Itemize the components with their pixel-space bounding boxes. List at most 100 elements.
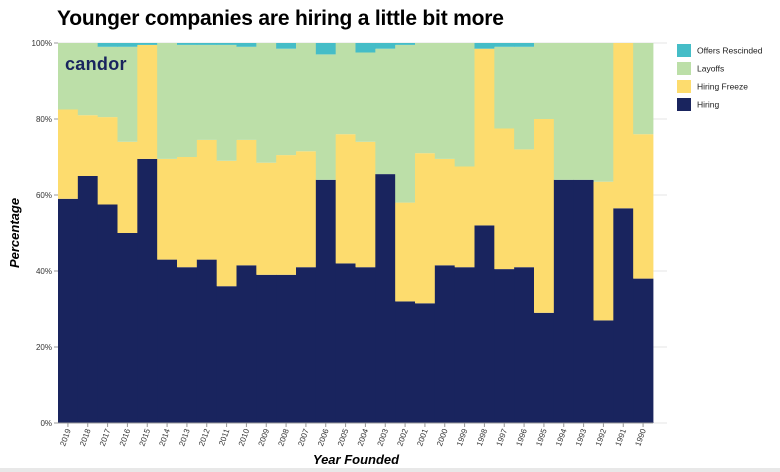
x-tick-label: 2009 [257,427,272,447]
y-tick-label: 20% [36,343,52,352]
x-tick-label: 1991 [614,427,629,447]
bar-hiring-freeze-1997 [494,128,515,270]
x-tick-label: 2004 [356,427,371,447]
bar-offers-rescinded-2010 [236,43,257,47]
bar-hiring-freeze-1999 [454,166,475,268]
bar-hiring-freeze-2005 [335,134,356,264]
legend-swatch-layoffs [677,62,691,75]
bar-layoffs-1996 [514,46,535,150]
y-tick-label: 60% [36,191,52,200]
x-tick-label: 1995 [534,427,549,447]
bar-layoffs-1994 [553,43,575,180]
bar-hiring-freeze-2019 [58,109,79,199]
bar-hiring-freeze-2016 [117,141,138,233]
bar-hiring-1992 [593,320,614,423]
x-tick-label: 2007 [296,427,311,447]
bar-hiring-freeze-2000 [434,158,456,266]
legend-swatch-hiring-freeze [677,80,691,93]
x-tick-label: 2014 [157,427,172,447]
y-tick-label: 0% [40,419,52,428]
bar-hiring-freeze-1990 [633,134,654,279]
x-tick-label: 2018 [78,427,93,447]
x-tick-label: 2015 [138,427,153,447]
x-tick-label: 1997 [495,427,510,447]
bar-hiring-2008 [276,274,297,423]
bar-hiring-2007 [296,267,317,423]
bar-hiring-freeze-1991 [613,43,634,209]
legend-swatch-offers-rescinded [677,44,691,57]
brand-logo: candor [65,54,127,74]
bar-layoffs-2005 [335,43,356,135]
bar-hiring-2001 [415,303,436,423]
bar-layoffs-1992 [593,43,614,182]
bar-hiring-freeze-2008 [276,155,297,275]
bar-hiring-2016 [117,233,138,423]
bar-layoffs-2006 [315,54,337,180]
bar-offers-rescinded-2008 [276,43,297,49]
bar-hiring-freeze-1992 [593,181,614,321]
bar-hiring-1990 [633,278,654,423]
x-tick-label: 2011 [217,427,232,447]
bar-layoffs-1997 [494,46,515,129]
bar-hiring-freeze-2015 [137,44,158,159]
bottom-strip [0,468,780,472]
legend-label: Offers Rescinded [697,46,763,56]
bar-layoffs-2007 [296,43,317,152]
bar-offers-rescinded-2004 [355,43,376,53]
bar-hiring-2012 [196,259,218,423]
x-tick-label: 2016 [118,427,133,447]
bar-offers-rescinded-2003 [375,43,396,49]
bar-hiring-freeze-2002 [395,202,416,302]
bar-hiring-1991 [613,208,634,423]
bar-layoffs-2003 [375,48,396,175]
bar-hiring-2017 [97,204,118,423]
bar-layoffs-2017 [97,46,118,118]
bar-layoffs-2018 [77,43,99,116]
bar-hiring-2018 [77,176,99,423]
bar-hiring-2000 [434,265,456,423]
x-tick-label: 2003 [376,427,391,447]
bar-layoffs-2012 [196,44,218,140]
x-tick-label: 2013 [177,427,192,447]
bar-hiring-freeze-2007 [296,151,317,268]
bar-hiring-2019 [58,198,79,423]
x-axis: 2019 2018 2017 2016 2015 2014 2013 2012 2011 2010… [58,422,653,447]
legend-label: Layoffs [697,64,724,74]
bar-hiring-1994 [553,179,575,423]
bar-hiring-freeze-2018 [77,115,99,176]
bar-layoffs-1999 [454,43,475,167]
x-tick-label: 2005 [336,427,351,447]
x-tick-label: 1998 [475,427,490,447]
bar-hiring-freeze-2017 [97,117,118,205]
bar-hiring-freeze-2014 [157,158,178,260]
bar-layoffs-2019 [58,43,79,110]
y-tick-label: 40% [36,267,52,276]
x-tick-label: 2019 [58,427,73,447]
x-tick-label: 1992 [594,427,609,447]
bar-offers-rescinded-2017 [97,43,118,47]
bar-hiring-2004 [355,267,376,423]
legend-label: Hiring Freeze [697,82,748,92]
y-tick-label: 80% [36,115,52,124]
y-axis-title: Percentage [7,198,22,268]
bar-hiring-1993 [573,179,594,423]
bar-layoffs-2009 [256,43,277,163]
bar-offers-rescinded-1996 [514,43,535,47]
bar-hiring-1996 [514,267,535,423]
bar-layoffs-1995 [534,43,555,119]
bar-hiring-freeze-1995 [534,119,555,313]
chart-title: Younger companies are hiring a little bi… [57,7,504,30]
x-tick-label: 1996 [514,427,529,447]
bar-offers-rescinded-2011 [216,43,237,45]
bar-hiring-freeze-2010 [236,139,257,266]
bar-hiring-2003 [375,174,396,423]
x-tick-label: 2008 [276,427,291,447]
bar-layoffs-2002 [395,44,416,203]
x-tick-label: 1990 [633,427,648,447]
bar-offers-rescinded-2015 [137,43,158,45]
bar-hiring-2002 [395,301,416,423]
x-tick-label: 2002 [395,427,410,447]
legend-swatch-hiring [677,98,691,111]
bar-hiring-2009 [256,274,277,423]
bar-layoffs-2014 [157,43,178,159]
